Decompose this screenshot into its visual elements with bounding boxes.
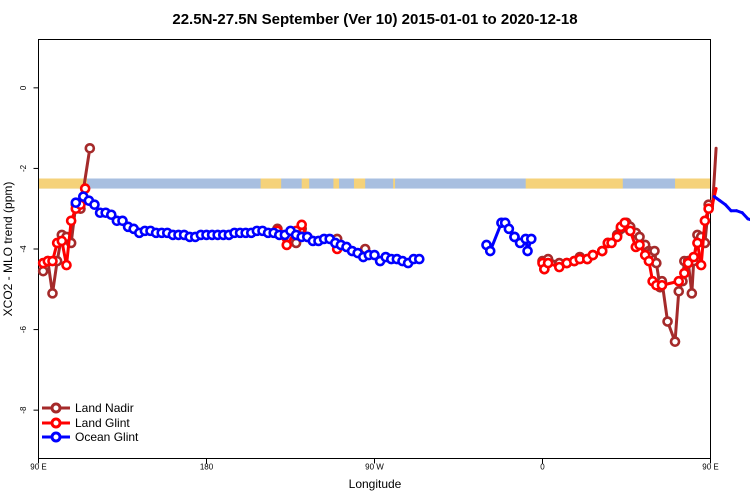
land-strip-1 [260,178,282,189]
data-point [117,215,128,227]
series-ocean-glint [70,191,750,269]
data-point [662,316,673,327]
land-strip-6 [525,178,623,189]
series-land-glint [37,183,718,291]
series-segment [699,219,707,267]
data-point [84,142,96,154]
data-point [413,253,425,265]
data-point [656,279,668,291]
legend-label-land-glint: Land Glint [75,416,130,430]
data-point [649,245,660,257]
data-point [47,288,58,299]
data-point [542,257,554,269]
data-point [47,255,58,267]
data-point [296,219,308,231]
data-point [509,231,520,243]
data-point [643,255,655,267]
legend-marker-land-nadir [50,402,62,414]
x-tick-label: 90 E [702,463,718,472]
data-point [673,275,685,287]
legend: Land Nadir Land Glint Ocean Glint [42,401,139,444]
y-tick-label: -6 [19,325,28,333]
data-point [686,288,698,299]
data-point [70,197,82,208]
legend-item-ocean-glint: Ocean Glint [42,430,139,444]
land-strip-2 [301,178,310,189]
data-point [624,225,636,237]
data-point [525,233,537,245]
data-point [503,223,515,235]
data-point [688,251,700,263]
series-segment [746,217,750,222]
data-point [692,237,703,249]
x-tick-label: 90 E [30,463,46,472]
data-point [369,249,380,261]
data-point [682,257,694,269]
x-tick-label: 0 [540,463,545,472]
data-point [522,245,533,257]
data-point [65,215,77,227]
data-point [611,231,623,243]
x-tick-label: 90 W [365,463,384,472]
data-point [703,203,714,215]
data-point [553,261,565,273]
data-point [587,249,599,261]
series-segment [46,259,54,295]
series-segment [65,219,73,267]
land-strip-4 [353,178,366,189]
data-point [79,183,91,194]
y-tick-label: -8 [19,406,28,414]
y-axis: 0 -2 -4 -6 -8 [19,85,39,414]
data-point [673,286,685,297]
ocean-strip [38,178,711,189]
land-strip-5 [393,178,396,189]
chart-title: 22.5N-27.5N September (Ver 10) 2015-01-0… [172,11,577,28]
data-point [619,217,630,229]
land-strip-0 [38,178,88,189]
series-segment [673,289,681,344]
data-point [695,259,707,271]
legend-marker-ocean-glint [50,431,62,443]
x-axis: 90 E 180 90 W 0 90 E [30,458,719,472]
land-strip-3 [333,178,340,189]
series-segment [690,259,696,295]
legend-label-ocean-glint: Ocean Glint [75,430,139,444]
series-layer [37,142,750,347]
x-tick-label: 180 [200,463,214,472]
y-tick-label: -4 [19,245,28,253]
data-point [699,215,711,227]
series-segment [51,259,59,295]
plot-frame [38,39,711,459]
surface-strip [38,178,711,189]
data-point [484,245,496,257]
x-axis-label: Longitude [349,477,402,491]
data-point [669,336,681,347]
y-tick-label: -2 [19,164,28,172]
data-point [606,237,617,249]
data-point [634,239,645,251]
y-tick-label: 0 [19,85,28,90]
land-strip-7 [675,178,711,189]
y-axis-label: XCO2 - MLO trend (ppm) [1,182,15,317]
data-point [56,235,68,247]
legend-item-land-nadir: Land Nadir [42,401,134,415]
data-point [89,199,100,210]
legend-label-land-nadir: Land Nadir [75,401,134,415]
legend-item-land-glint: Land Glint [42,416,130,430]
data-point [596,245,608,257]
legend-marker-land-glint [50,417,62,429]
data-point [106,209,117,221]
data-point [61,259,72,271]
data-point [281,239,293,251]
data-point [679,267,690,279]
